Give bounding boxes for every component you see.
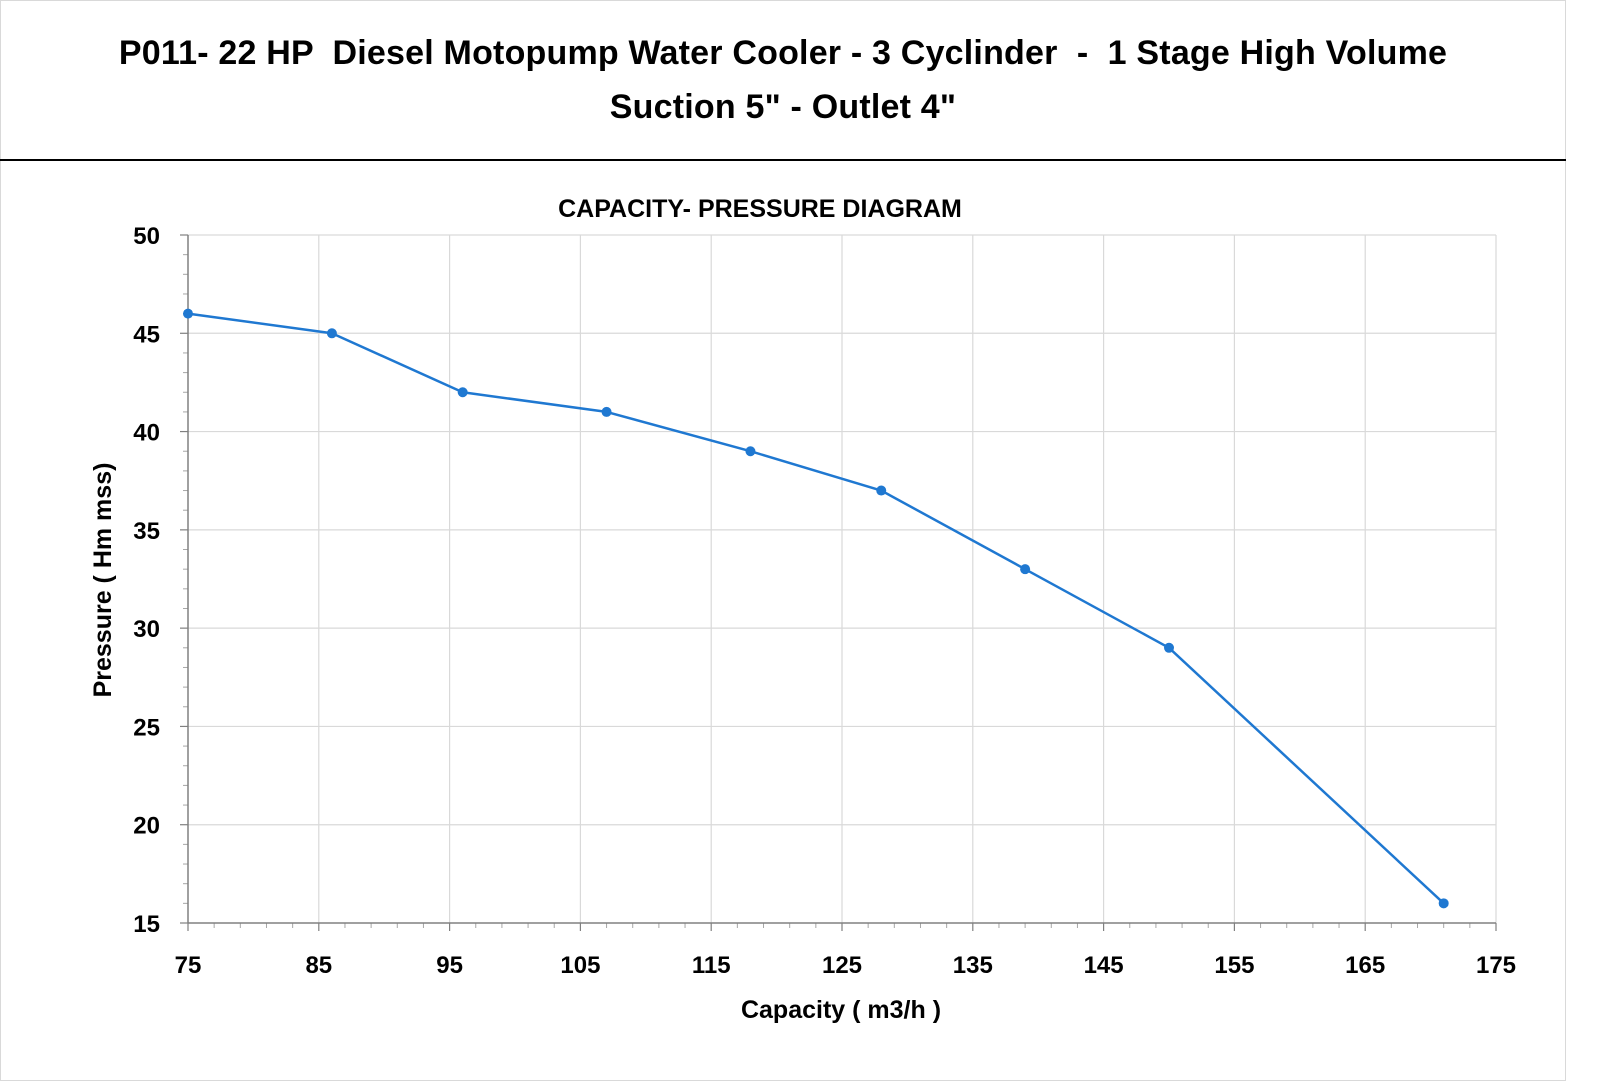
data-point xyxy=(601,406,612,417)
tick-labels: 75 85 95 105 115 125 135 145 155 165 175 15 20 25 30 35… xyxy=(133,223,1516,979)
data-point xyxy=(183,308,193,319)
chart-frame xyxy=(0,0,1566,1081)
data-point xyxy=(745,446,756,457)
x-tick-label: 95 xyxy=(436,952,463,979)
x-tick-label: 85 xyxy=(305,952,332,979)
y-tick-label: 15 xyxy=(133,911,160,938)
x-tick-label: 75 xyxy=(175,952,202,979)
chart-header: P011- 22 HP Diesel Motopump Water Cooler… xyxy=(0,0,1566,161)
y-tick-label: 40 xyxy=(133,420,160,447)
grid-lines xyxy=(188,234,1497,923)
y-tick-label: 25 xyxy=(133,714,160,741)
x-tick-label: 125 xyxy=(822,952,862,979)
y-axis-label: Pressure ( Hm mss) xyxy=(89,463,117,698)
y-tick-label: 50 xyxy=(133,223,160,250)
x-axis-label: Capacity ( m3/h ) xyxy=(741,996,941,1024)
x-tick-label: 155 xyxy=(1214,952,1254,979)
data-point xyxy=(1020,564,1031,575)
x-tick-label: 105 xyxy=(560,952,600,979)
chart-title: CAPACITY- PRESSURE DIAGRAM xyxy=(558,195,962,223)
y-tick-label: 45 xyxy=(133,321,160,348)
y-tick-label: 35 xyxy=(133,518,160,545)
axes xyxy=(187,235,1496,924)
header-title-line-1: P011- 22 HP Diesel Motopump Water Cooler… xyxy=(118,33,1448,72)
x-tick-label: 135 xyxy=(953,952,993,979)
x-tick-label: 115 xyxy=(692,952,731,979)
data-point xyxy=(876,485,887,496)
data-point xyxy=(326,328,337,339)
data-point xyxy=(457,387,468,398)
y-tick-label: 20 xyxy=(133,813,160,840)
x-tick-label: 145 xyxy=(1084,952,1124,979)
header-title-line-2: Suction 5" - Outlet 4" xyxy=(609,87,957,126)
data-point xyxy=(1164,642,1174,653)
x-tick-label: 175 xyxy=(1476,952,1516,979)
y-tick-label: 30 xyxy=(133,616,160,643)
series xyxy=(183,308,1449,909)
data-point xyxy=(1438,898,1449,909)
minor-ticks xyxy=(180,234,1497,931)
series-line xyxy=(187,312,1445,905)
chart-svg: 75 85 95 105 115 125 135 145 155 165 175 15 20 25 30 35… xyxy=(89,195,1516,1024)
x-tick-label: 165 xyxy=(1345,952,1385,979)
